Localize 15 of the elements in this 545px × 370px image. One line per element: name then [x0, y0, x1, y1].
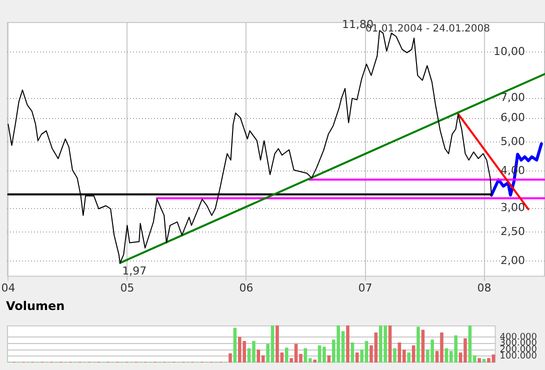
x-tick-label: 04 — [1, 281, 16, 294]
x-tick-label: 07 — [358, 281, 372, 294]
x-tick-label: 06 — [239, 281, 254, 294]
y-tick-label: 5,00 — [500, 134, 525, 148]
annotation: 1,97 — [122, 264, 147, 278]
y-tick-label: 2,50 — [500, 224, 525, 238]
x-tick-label: 05 — [120, 281, 134, 294]
y-tick-label: 10,00 — [494, 44, 525, 58]
chart-title: Volumen — [5, 298, 66, 315]
y-tick-label: 100.000 — [500, 352, 538, 362]
y-tick-label: 7,00 — [500, 91, 525, 104]
y-tick-label: 3,00 — [500, 201, 525, 214]
y-tick-label: 2,00 — [500, 254, 525, 267]
x-tick-label: 08 — [477, 281, 492, 294]
y-tick-label: 6,00 — [500, 111, 525, 124]
